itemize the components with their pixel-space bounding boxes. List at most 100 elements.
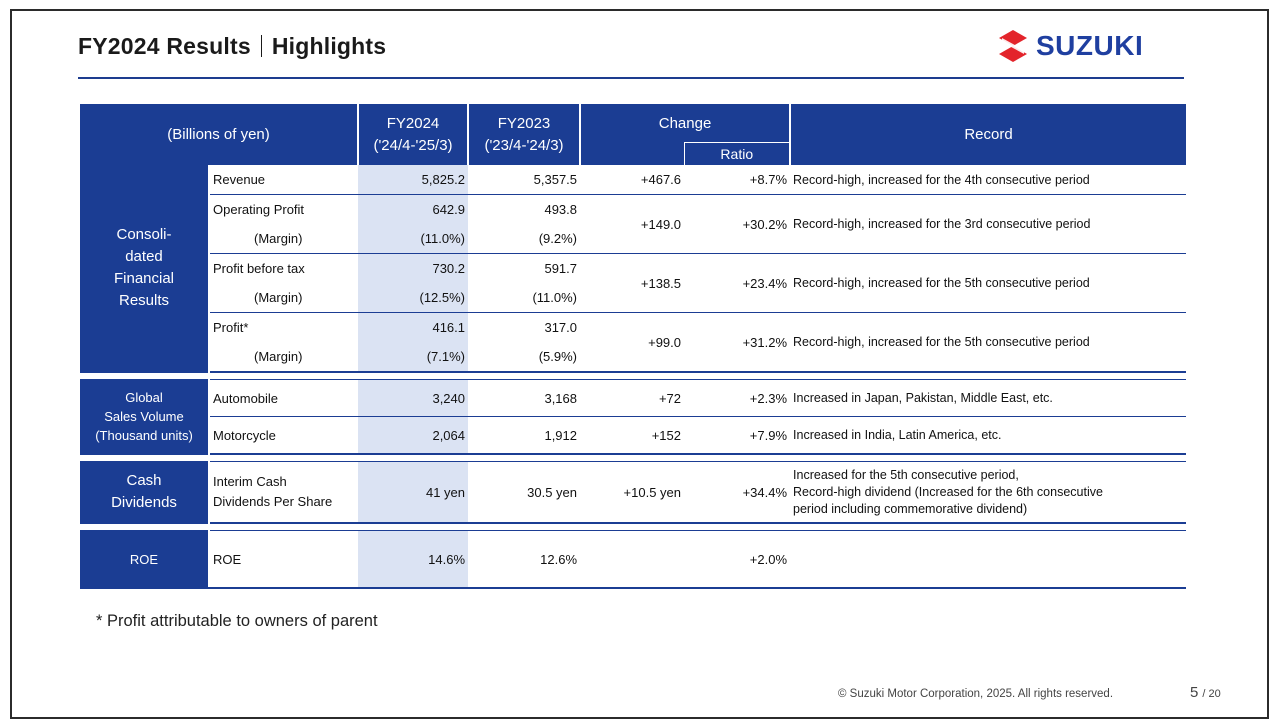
header-change: Change: [580, 104, 792, 143]
suzuki-s-mark-icon: [999, 30, 1027, 62]
header-fy2024: FY2024 ('24/4-'25/3): [358, 104, 470, 165]
fy2023-value: (9.2%): [538, 231, 578, 246]
fy2024-value: (11.0%): [358, 224, 469, 254]
row-label: ROE: [209, 530, 359, 589]
table-row-revenue: Consoli- dated Financial Results Revenue…: [80, 165, 1186, 372]
fy2024-value: 41 yen: [358, 461, 469, 523]
fy2023-value: 591.7: [468, 253, 581, 283]
table-row-dividends: Cash Dividends Interim Cash Dividends Pe…: [80, 461, 1186, 524]
ratio-value: +31.2%: [684, 312, 791, 372]
row-label: (Margin): [254, 290, 303, 305]
group-global-sales: Global Sales Volume (Thousand units): [80, 379, 210, 454]
fy2024-value: (7.1%): [358, 342, 469, 372]
fy2024-value: 14.6%: [358, 530, 469, 589]
table-row-automobile: Global Sales Volume (Thousand units) Aut…: [80, 379, 1186, 454]
fy2024-value: 2,064: [358, 416, 469, 454]
header-unit: (Billions of yen): [80, 104, 360, 165]
ratio-value: +7.9%: [684, 416, 791, 454]
record-text: Record-high, increased for the 3rd conse…: [790, 194, 1187, 254]
change-value: +149.0: [580, 194, 685, 254]
fy2023-value: (11.0%): [532, 290, 578, 305]
group-separator: [80, 522, 1187, 531]
title-underline: [78, 77, 1184, 79]
title-divider: [260, 35, 262, 57]
record-text: Increased in India, Latin America, etc.: [790, 416, 1187, 454]
row-label: Profit*: [209, 312, 359, 342]
fy2024-value: 3,240: [358, 379, 469, 417]
record-text: Record-high, increased for the 5th conse…: [790, 312, 1187, 372]
row-label: Interim Cash Dividends Per Share: [209, 462, 358, 524]
fy2024-value: 642.9: [358, 194, 469, 224]
change-value: +138.5: [580, 253, 685, 313]
record-text: Record-high, increased for the 4th conse…: [793, 172, 1090, 187]
ratio-value: +2.0%: [684, 530, 791, 589]
group-separator: [80, 371, 1187, 380]
fy2024-value: 416.1: [358, 312, 469, 342]
ratio-value: +2.3%: [749, 390, 788, 406]
page-title: FY2024 Results Highlights: [78, 33, 386, 60]
table-row-profit-before-tax: Profit before tax 730.2 591.7 +138.5 +23…: [80, 253, 1187, 313]
table-row-profit: Profit* 416.1 317.0 +99.0 +31.2% Record-…: [80, 312, 1187, 372]
fy2024-value: 5,825.2: [358, 165, 469, 195]
fy2023-value: 493.8: [468, 194, 581, 224]
header-fy2024-period: ('24/4-'25/3): [373, 136, 453, 154]
table-row-pbt-margin: (Margin) (12.5%) (11.0%): [80, 283, 1186, 313]
fy2023-value: 5,357.5: [533, 172, 578, 187]
group-roe: ROE: [80, 530, 210, 589]
group-consolidated-label: Consoli- dated Financial Results: [113, 226, 175, 309]
fy2023-value: 3,168: [544, 390, 578, 406]
change-value: +467.6: [640, 172, 682, 187]
header-fy2023: FY2023 ('23/4-'24/3): [468, 104, 582, 165]
group-cash-dividends: Cash Dividends: [80, 461, 210, 523]
page-total: / 20: [1202, 688, 1221, 700]
fy2023-value: 1,912: [468, 416, 581, 454]
group-cash-dividends-label: Cash Dividends: [111, 472, 177, 511]
fy2024-value: 730.2: [358, 253, 469, 283]
page-title-sub: Highlights: [271, 33, 387, 59]
change-value: +72: [658, 390, 682, 406]
fy2023-value: 30.5 yen: [527, 484, 578, 500]
ratio-value: +8.7%: [749, 172, 788, 187]
header-fy2023-period: ('23/4-'24/3): [484, 136, 564, 154]
table-row-profit-margin: (Margin) (7.1%) (5.9%): [80, 342, 1186, 372]
header-record: Record: [790, 104, 1187, 165]
group-global-sales-label: Global Sales Volume (Thousand units): [95, 390, 193, 443]
fy2023-value: 12.6%: [468, 530, 581, 589]
change-value: [580, 530, 685, 589]
header-fy2024-label: FY2024: [386, 114, 440, 132]
row-label: Automobile: [213, 390, 279, 406]
fy2024-value: (12.5%): [358, 283, 469, 313]
page-number: 5/ 20: [1190, 684, 1221, 701]
suzuki-logo-text: SUZUKI: [1036, 30, 1144, 61]
ratio-value: +23.4%: [684, 253, 791, 313]
row-label: (Margin): [254, 349, 303, 364]
table-row-roe: ROE ROE 14.6% 12.6% +2.0%: [80, 530, 1187, 589]
dividends-record-text: Increased for the 5th consecutive period…: [793, 467, 1103, 516]
footnote: * Profit attributable to owners of paren…: [96, 612, 378, 630]
record-text: [790, 530, 1187, 589]
ratio-value: +30.2%: [684, 194, 791, 254]
ratio-value: +34.4%: [742, 484, 788, 500]
fy2023-value: 317.0: [468, 312, 581, 342]
header-fy2023-label: FY2023: [497, 114, 551, 132]
row-label: (Margin): [254, 231, 303, 246]
change-value: +10.5 yen: [623, 484, 682, 500]
change-value: +99.0: [580, 312, 685, 372]
record-text: Increased for the 5th consecutive period…: [790, 462, 1186, 524]
header-change-spacer: [580, 142, 685, 165]
copyright: © Suzuki Motor Corporation, 2025. All ri…: [838, 688, 1114, 700]
table-row-operating-margin: (Margin) (11.0%) (9.2%): [80, 224, 1186, 254]
row-label: Revenue: [213, 172, 266, 187]
table-row-motorcycle: Motorcycle 2,064 1,912 +152 +7.9% Increa…: [80, 416, 1187, 454]
row-label: Motorcycle: [209, 416, 359, 454]
header-ratio: Ratio: [683, 142, 792, 165]
suzuki-logo: SUZUKI: [996, 28, 1143, 64]
group-consolidated: Consoli- dated Financial Results: [80, 165, 210, 372]
record-text: Increased in Japan, Pakistan, Middle Eas…: [793, 391, 1053, 405]
results-table: (Billions of yen) FY2024 ('24/4-'25/3) F…: [80, 104, 1187, 589]
row-label: Profit before tax: [209, 253, 359, 283]
fy2023-value: (5.9%): [538, 349, 578, 364]
record-text: Record-high, increased for the 5th conse…: [790, 253, 1187, 313]
group-separator: [80, 453, 1187, 462]
table-row-operating-profit: Operating Profit 642.9 493.8 +149.0 +30.…: [80, 194, 1187, 254]
